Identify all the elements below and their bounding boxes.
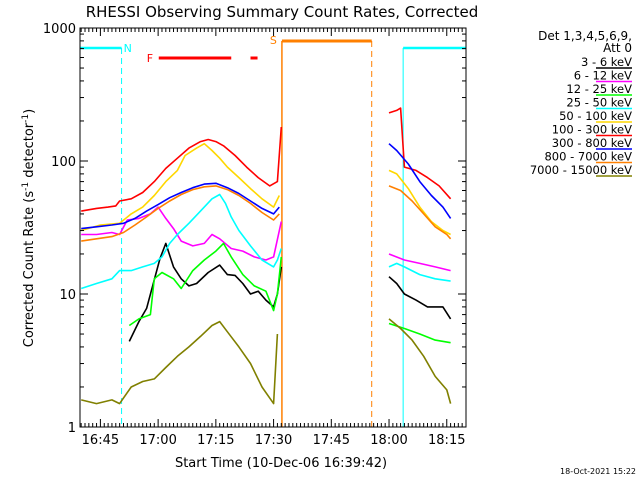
series-line-3-6-kev-1 xyxy=(388,276,452,320)
legend-label-100-300-kev: 100 - 300 keV xyxy=(552,123,632,137)
series-layer xyxy=(80,107,452,405)
series-line-25-50-kev-0 xyxy=(80,193,283,290)
saa-flag-label: S xyxy=(270,34,277,47)
y-axis-label-sup2: -1 xyxy=(21,114,31,123)
night-flag-label: N xyxy=(124,42,132,55)
chart-title: RHESSI Observing Summary Count Rates, Co… xyxy=(86,3,479,21)
legend-label-300-800-kev: 300 - 800 keV xyxy=(552,136,632,150)
x-tick-label: 17:30 xyxy=(255,433,292,448)
series-line-800-7000-kev-0 xyxy=(81,185,280,242)
series-line-3-6-kev-0 xyxy=(128,242,283,342)
series-line-7000-15000-kev-1 xyxy=(388,318,452,404)
x-tick-label: 18:00 xyxy=(370,433,407,448)
legend-label-50-100-kev: 50 - 100 keV xyxy=(559,109,632,123)
y-axis-label-mid: detector xyxy=(22,122,37,182)
legend-label-800-7000-kev: 800 - 7000 keV xyxy=(544,150,632,164)
series-line-12-25-kev-0 xyxy=(128,242,283,327)
series-line-50-100-kev-1 xyxy=(388,169,451,236)
y-tick-label: 100 xyxy=(51,155,76,170)
series-line-25-50-kev-1 xyxy=(388,262,451,282)
series-line-300-800-kev-0 xyxy=(81,182,280,230)
plot-frame xyxy=(79,27,467,428)
series-line-7000-15000-kev-0 xyxy=(81,320,279,405)
series-line-50-100-kev-0 xyxy=(80,142,281,232)
y-axis-label-sup1: -1 xyxy=(21,182,31,191)
y-axis-label: Corrected Count Rate (s-1 detector-1) xyxy=(21,109,37,347)
legend-label-12-25-kev: 12 - 25 keV xyxy=(566,82,632,96)
series-line-800-7000-kev-1 xyxy=(388,185,452,240)
x-tick-label: 16:45 xyxy=(82,433,119,448)
legend-header-line-2: Att 0 xyxy=(603,41,632,55)
y-axis: 1 10 100 1000 xyxy=(43,22,466,436)
series-line-6-12-kev-0 xyxy=(81,206,283,261)
legend-header-line-1: Det 1,3,4,5,6,9, xyxy=(538,29,632,43)
y-tick-label: 1 xyxy=(68,421,76,436)
x-tick-label: 17:15 xyxy=(197,433,234,448)
legend-label-7000-15000-kev: 7000 - 15000 keV xyxy=(530,163,632,177)
x-axis-label: Start Time (10-Dec-06 16:39:42) xyxy=(175,456,387,471)
footer-date: 18-Oct-2021 15:22 xyxy=(560,467,636,476)
x-tick-label: 18:15 xyxy=(428,433,465,448)
series-line-100-300-kev-0 xyxy=(81,126,283,212)
y-tick-label: 1000 xyxy=(43,22,76,37)
series-line-300-800-kev-1 xyxy=(388,143,452,219)
series-line-6-12-kev-1 xyxy=(388,253,451,272)
y-tick-label: 10 xyxy=(59,288,76,303)
x-tick-label: 17:45 xyxy=(313,433,350,448)
flare-flag-label: F xyxy=(147,52,153,65)
legend-label-6-12-kev: 6 - 12 keV xyxy=(574,69,632,83)
x-axis: 16:45 17:00 17:15 17:30 17:45 18:00 18:15 xyxy=(80,28,467,448)
y-axis-label-main: Corrected Count Rate (s xyxy=(22,191,37,348)
series-line-100-300-kev-1 xyxy=(388,107,452,200)
legend-label-25-50-kev: 25 - 50 keV xyxy=(566,96,632,110)
legend-label-3-6-kev: 3 - 6 keV xyxy=(581,55,632,69)
x-tick-label: 17:00 xyxy=(139,433,176,448)
y-axis-label-end: ) xyxy=(22,109,37,114)
